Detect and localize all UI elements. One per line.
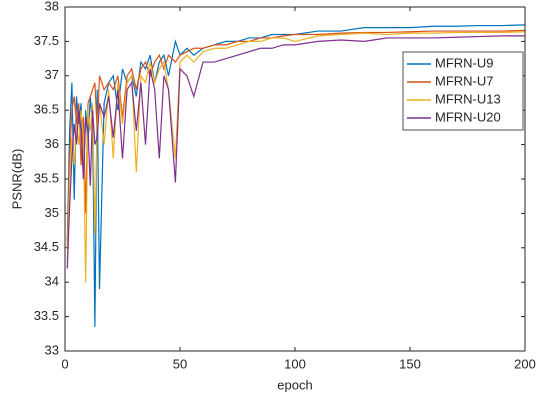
legend-label: MFRN-U9 [435,55,494,70]
y-axis-label: PSNR(dB) [9,149,24,210]
legend-label: MFRN-U20 [435,109,501,124]
x-axis-label: epoch [277,377,312,392]
y-tick-label: 33.5 [34,308,59,323]
y-tick-label: 34.5 [34,239,59,254]
y-tick-label: 34 [45,274,59,289]
y-tick-label: 37.5 [34,33,59,48]
y-tick-label: 37 [45,67,59,82]
x-tick-label: 100 [284,356,306,371]
x-tick-label: 0 [61,356,68,371]
x-tick-label: 200 [514,356,536,371]
series-line [66,31,526,283]
y-tick-label: 33 [45,342,59,357]
y-tick-label: 36.5 [34,102,59,117]
legend-label: MFRN-U7 [435,73,494,88]
legend-box [402,51,524,131]
x-tick-label: 150 [399,356,421,371]
y-tick-label: 36 [45,136,59,151]
series-line [66,35,525,269]
axes-box [64,6,526,352]
y-tick-label: 35 [45,205,59,220]
y-tick-label: 38 [45,0,59,13]
x-tick-label: 50 [173,356,187,371]
legend-label: MFRN-U13 [435,91,501,106]
y-tick-label: 35.5 [34,170,59,185]
